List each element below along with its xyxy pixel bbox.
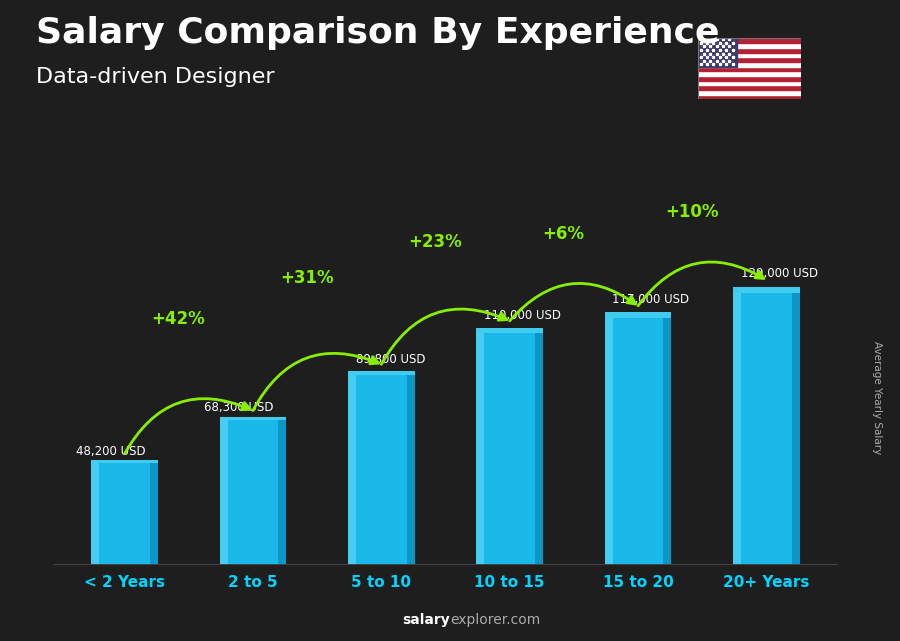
- Text: 110,000 USD: 110,000 USD: [484, 308, 561, 322]
- Bar: [698, 71, 801, 76]
- Bar: [150, 460, 158, 564]
- Bar: [733, 287, 741, 564]
- Bar: [220, 417, 286, 420]
- Bar: [605, 312, 671, 318]
- Bar: [476, 328, 484, 564]
- Bar: [733, 287, 800, 293]
- Bar: [698, 85, 801, 90]
- Bar: [698, 81, 801, 85]
- Bar: [733, 287, 800, 564]
- Text: 117,000 USD: 117,000 USD: [612, 293, 689, 306]
- Text: 48,200 USD: 48,200 USD: [76, 445, 146, 458]
- Bar: [698, 57, 801, 62]
- Bar: [278, 417, 286, 564]
- Bar: [476, 328, 543, 564]
- Bar: [605, 312, 671, 564]
- Bar: [698, 53, 801, 57]
- Bar: [698, 43, 801, 48]
- Bar: [407, 371, 415, 564]
- Text: 68,300 USD: 68,300 USD: [204, 401, 274, 413]
- Bar: [91, 460, 158, 564]
- Bar: [698, 38, 801, 43]
- Bar: [698, 90, 801, 95]
- Text: Average Yearly Salary: Average Yearly Salary: [872, 341, 883, 454]
- Bar: [792, 287, 800, 564]
- Text: Salary Comparison By Experience: Salary Comparison By Experience: [36, 16, 719, 50]
- Bar: [698, 67, 801, 71]
- Text: +23%: +23%: [409, 233, 462, 251]
- Bar: [698, 48, 801, 53]
- Bar: [348, 371, 415, 375]
- Text: +6%: +6%: [543, 226, 585, 244]
- Bar: [348, 371, 415, 564]
- Text: Data-driven Designer: Data-driven Designer: [36, 67, 274, 87]
- Bar: [605, 312, 613, 564]
- Bar: [91, 460, 99, 564]
- Text: +42%: +42%: [151, 310, 205, 328]
- Bar: [220, 417, 286, 564]
- Text: +31%: +31%: [280, 269, 334, 287]
- Text: +10%: +10%: [665, 203, 719, 221]
- Bar: [348, 371, 356, 564]
- Bar: [91, 460, 158, 463]
- Text: 129,000 USD: 129,000 USD: [741, 267, 818, 279]
- Bar: [698, 62, 801, 67]
- Text: explorer.com: explorer.com: [450, 613, 540, 627]
- Bar: [220, 417, 228, 564]
- Text: salary: salary: [402, 613, 450, 627]
- Text: 89,800 USD: 89,800 USD: [356, 353, 425, 366]
- Bar: [663, 312, 671, 564]
- Bar: [535, 328, 543, 564]
- Bar: [698, 38, 737, 67]
- Bar: [476, 328, 543, 333]
- Bar: [698, 76, 801, 81]
- Bar: [698, 95, 801, 99]
